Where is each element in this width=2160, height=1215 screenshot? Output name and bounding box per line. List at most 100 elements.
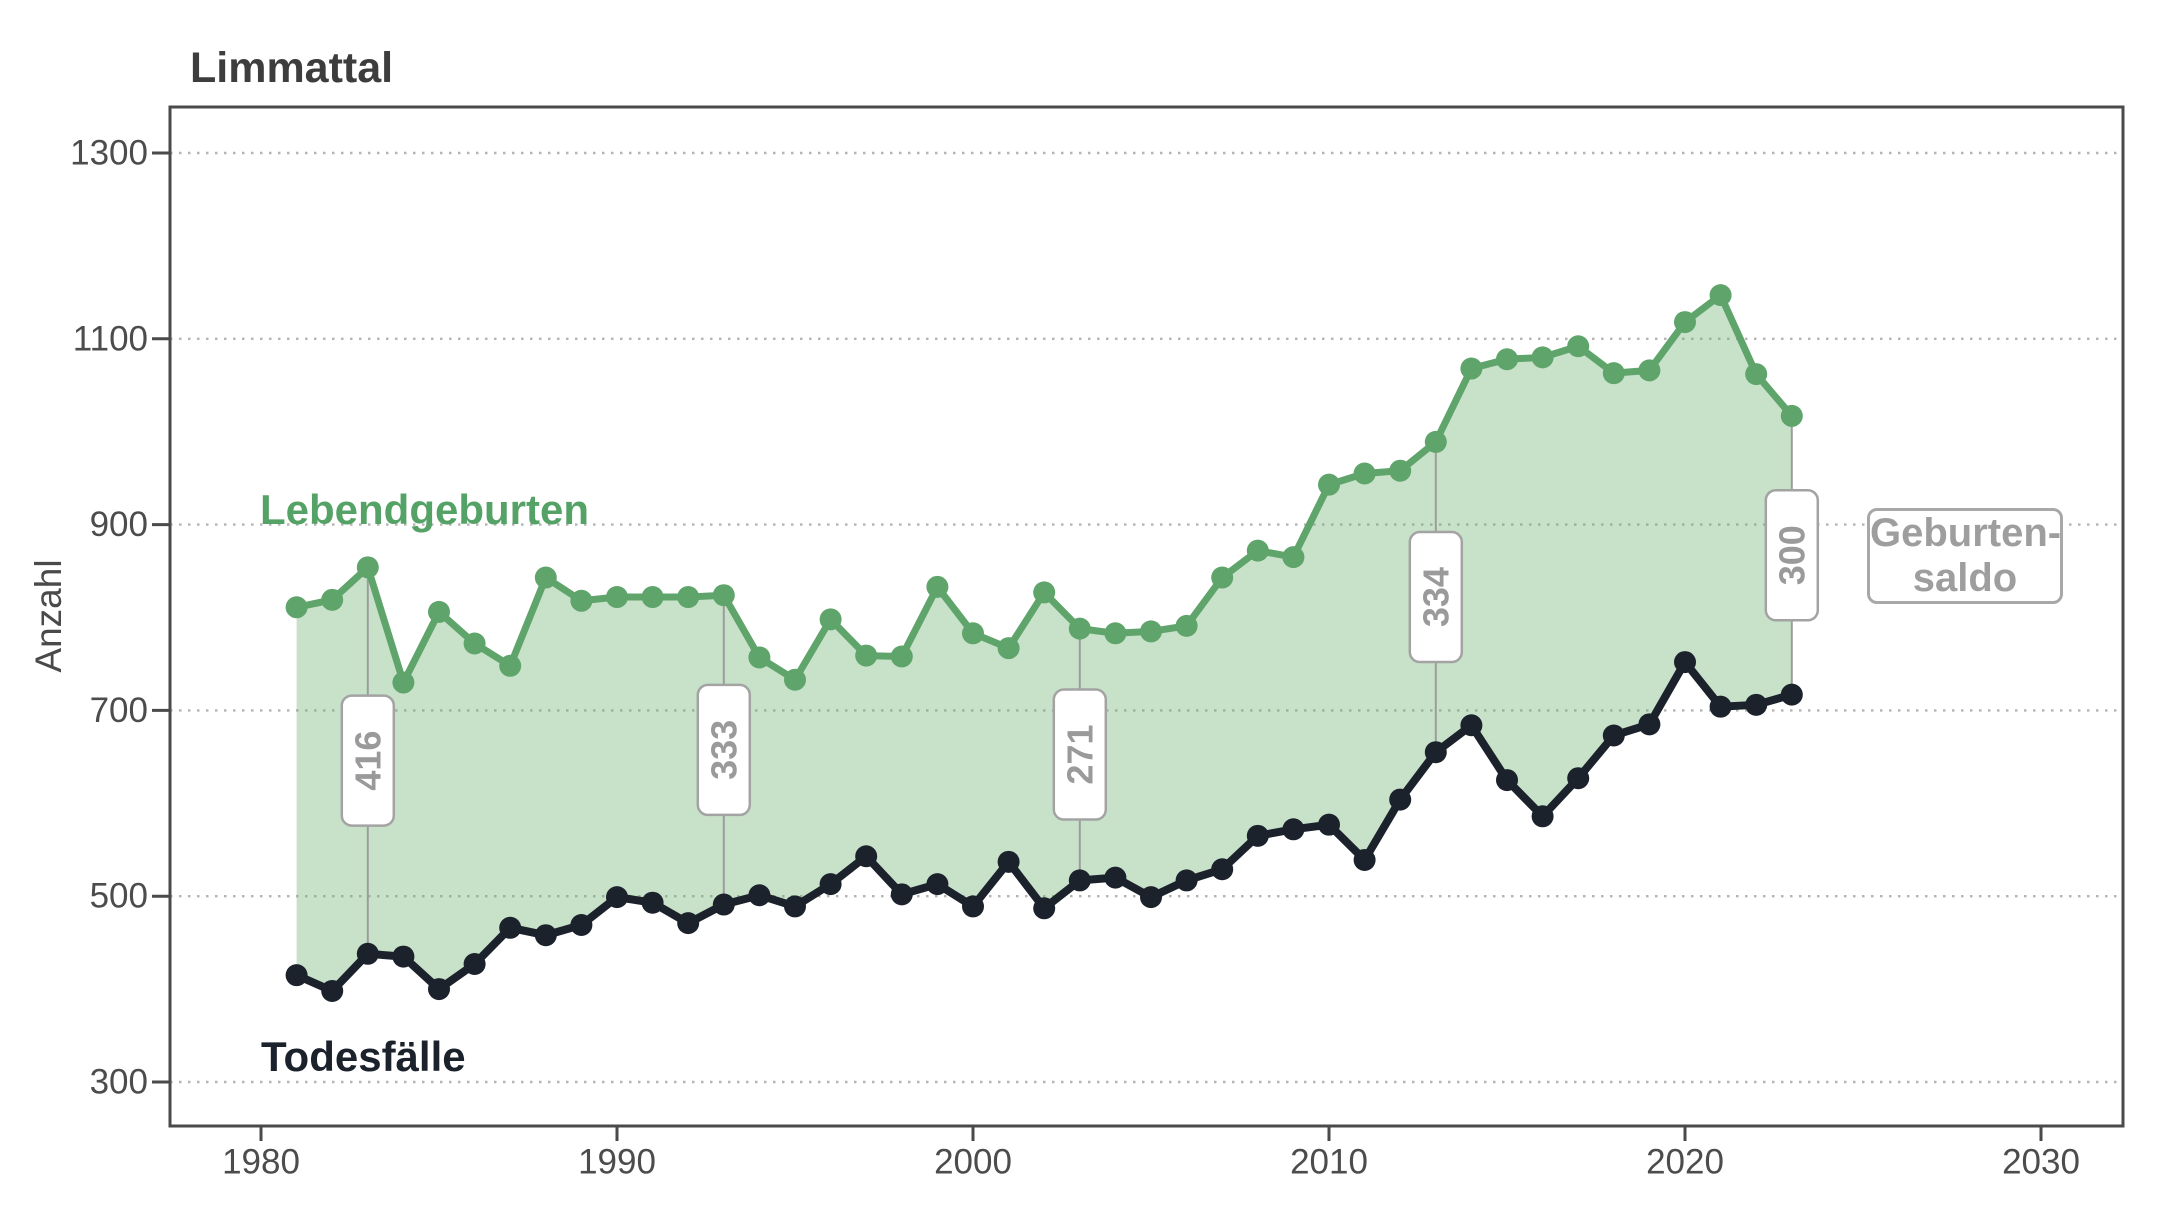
deaths-series-point-2012 bbox=[1389, 788, 1412, 811]
births-series-point-1997 bbox=[855, 644, 878, 667]
births-series-point-1989 bbox=[570, 589, 593, 612]
deaths-series-point-2017 bbox=[1567, 767, 1590, 790]
deaths-series-point-2004 bbox=[1104, 866, 1127, 889]
y-tick-label-500: 500 bbox=[90, 877, 148, 916]
births-series-point-2002 bbox=[1033, 581, 1056, 604]
births-series-point-2012 bbox=[1389, 459, 1412, 482]
x-tick-label-2030: 2030 bbox=[2002, 1143, 2080, 1182]
births-series-point-2005 bbox=[1140, 620, 1162, 643]
deaths-series bbox=[285, 651, 1803, 1002]
annotation-value-1993: 333 bbox=[703, 720, 744, 780]
y-axis-tick-labels: 300 500 700 900 1100 1300 bbox=[70, 134, 148, 1102]
gridlines bbox=[170, 151, 2123, 1084]
deaths-series-point-2008 bbox=[1246, 824, 1269, 847]
deaths-series-point-1999 bbox=[926, 873, 949, 896]
annotation-value-2013: 334 bbox=[1415, 567, 1456, 627]
births-series-point-2011 bbox=[1353, 462, 1376, 485]
deaths-series-point-1997 bbox=[855, 845, 878, 868]
deaths-series-point-2022 bbox=[1745, 693, 1768, 716]
births-series-point-2003 bbox=[1068, 617, 1091, 640]
births-series-point-2015 bbox=[1496, 348, 1518, 371]
deaths-series-point-1983 bbox=[356, 942, 379, 965]
birth-balance-legend-box: Geburten- saldo bbox=[1867, 508, 2063, 604]
annotation-boxes: 416 333 271 334 300 bbox=[340, 489, 1820, 827]
deaths-series-point-2002 bbox=[1033, 897, 1056, 920]
y-tick-label-700: 700 bbox=[90, 691, 148, 730]
plot-border bbox=[168, 105, 2125, 1128]
y-tick-label-300: 300 bbox=[90, 1063, 148, 1102]
deaths-series-point-1996 bbox=[819, 873, 842, 896]
deaths-series-point-2020 bbox=[1674, 651, 1696, 674]
deaths-series-point-1984 bbox=[392, 945, 415, 968]
plot-frame bbox=[168, 105, 2125, 1128]
births-series-point-2004 bbox=[1104, 622, 1127, 645]
births-series-point-2020 bbox=[1674, 311, 1696, 334]
births-series-point-1982 bbox=[321, 588, 344, 611]
births-series-point-1985 bbox=[428, 600, 450, 623]
x-tick-label-2010: 2010 bbox=[1290, 1143, 1368, 1182]
births-series-point-1987 bbox=[499, 654, 522, 677]
annotation-box-1983 bbox=[340, 694, 396, 827]
deaths-series-point-1998 bbox=[890, 883, 913, 906]
births-series-point-2018 bbox=[1602, 362, 1625, 385]
deaths-series-point-1985 bbox=[428, 978, 450, 1001]
y-tick-label-900: 900 bbox=[90, 505, 148, 544]
deaths-series-point-1991 bbox=[641, 891, 664, 914]
deaths-series-point-2006 bbox=[1175, 869, 1198, 892]
births-series-point-2022 bbox=[1745, 363, 1768, 386]
deaths-series-point-2021 bbox=[1709, 695, 1732, 718]
deaths-series-point-1990 bbox=[606, 886, 628, 909]
births-series-point-2000 bbox=[962, 622, 984, 645]
x-tick-label-1980: 1980 bbox=[222, 1143, 300, 1182]
deaths-series-point-1981 bbox=[285, 964, 308, 987]
birth-balance-area bbox=[296, 295, 1792, 991]
births-series-point-2019 bbox=[1638, 359, 1661, 382]
births-series-point-2021 bbox=[1709, 284, 1732, 307]
y-tick-label-1300: 1300 bbox=[70, 134, 148, 173]
deaths-series-point-2014 bbox=[1460, 714, 1483, 737]
births-series-point-2009 bbox=[1282, 546, 1305, 569]
births-series-point-1992 bbox=[677, 586, 700, 609]
births-series-point-1993 bbox=[712, 584, 735, 607]
annotation-box-2013 bbox=[1408, 530, 1464, 664]
deaths-series-point-1992 bbox=[677, 912, 700, 935]
x-axis-ticks bbox=[259, 1126, 2043, 1141]
deaths-series-point-2003 bbox=[1068, 869, 1091, 892]
births-series-point-2008 bbox=[1246, 539, 1269, 562]
births-series bbox=[285, 284, 1803, 694]
deaths-series-point-2016 bbox=[1531, 805, 1554, 828]
deaths-series-point-2007 bbox=[1211, 858, 1234, 881]
births-series-label: Lebendgeburten bbox=[260, 486, 590, 533]
deaths-series-label: Todesfälle bbox=[261, 1033, 466, 1080]
births-series-point-1998 bbox=[890, 645, 913, 668]
births-series-point-1994 bbox=[748, 646, 771, 669]
births-series-point-1988 bbox=[534, 566, 557, 589]
deaths-series-point-2001 bbox=[997, 850, 1020, 873]
x-tick-label-1990: 1990 bbox=[578, 1143, 656, 1182]
deaths-series-point-2011 bbox=[1353, 848, 1376, 871]
deaths-series-point-2010 bbox=[1318, 813, 1340, 836]
annotation-box-2023 bbox=[1764, 489, 1820, 622]
births-series-point-1986 bbox=[463, 632, 486, 655]
deaths-series-point-2019 bbox=[1638, 713, 1661, 736]
x-tick-label-2020: 2020 bbox=[1646, 1143, 1724, 1182]
x-axis-tick-labels: 1980 1990 2000 2010 2020 2030 bbox=[222, 1143, 2080, 1182]
births-series-point-1983 bbox=[356, 556, 379, 579]
annotation-box-1993 bbox=[696, 683, 752, 817]
y-axis-title: Anzahl bbox=[28, 559, 69, 673]
births-series-point-1999 bbox=[926, 575, 949, 598]
births-series-point-2017 bbox=[1567, 335, 1590, 358]
area-band bbox=[296, 295, 1792, 991]
annotation-value-1983: 416 bbox=[347, 731, 388, 791]
births-series-point-1995 bbox=[784, 668, 806, 691]
deaths-series-point-1988 bbox=[534, 924, 557, 947]
births-series-point-2016 bbox=[1531, 346, 1554, 369]
annotation-value-2003: 271 bbox=[1059, 724, 1100, 784]
deaths-series-point-1994 bbox=[748, 884, 771, 907]
deaths-series-point-1993 bbox=[712, 893, 735, 916]
deaths-series-point-1982 bbox=[321, 979, 344, 1002]
y-axis-ticks bbox=[152, 151, 169, 1084]
births-series-point-2014 bbox=[1460, 357, 1483, 380]
deaths-series-point-2018 bbox=[1602, 724, 1625, 747]
